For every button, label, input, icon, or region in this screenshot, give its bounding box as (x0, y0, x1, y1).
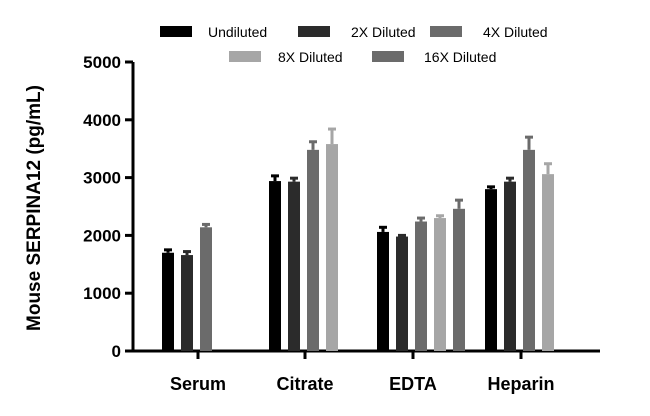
bar-citrate-4x-diluted (307, 149, 319, 351)
bar-citrate-8x-diluted (326, 144, 338, 351)
x-tick-label-heparin: Heparin (487, 374, 554, 394)
bar-heparin-2x-diluted (504, 181, 516, 351)
x-tick-label-citrate: Citrate (276, 374, 333, 394)
legend-item-4x-diluted: 4X Diluted (430, 24, 548, 40)
legend-swatch-undiluted (160, 26, 192, 37)
legend-label-4x-diluted: 4X Diluted (483, 24, 548, 40)
y-tick-label: 4000 (83, 111, 121, 130)
bar-group-edta (377, 198, 465, 351)
legend-item-8x-diluted: 8X Diluted (229, 49, 343, 65)
y-tick-label: 0 (112, 342, 121, 361)
bars (162, 127, 554, 351)
legend-item-undiluted: Undiluted (160, 24, 267, 40)
legend-label-16x-diluted: 16X Diluted (424, 49, 496, 65)
legend-swatch-8x-diluted (229, 51, 261, 62)
bar-group-serum (162, 222, 212, 351)
bar-citrate-undiluted (269, 181, 281, 351)
legend-swatch-4x-diluted (430, 26, 462, 37)
bar-edta-undiluted (377, 231, 389, 351)
x-tick-label-serum: Serum (170, 374, 226, 394)
x-axis: Serum Citrate EDTA Heparin (133, 349, 600, 394)
legend-label-8x-diluted: 8X Diluted (278, 49, 343, 65)
legend-swatch-2x-diluted (298, 26, 330, 37)
legend-label-2x-diluted: 2X Diluted (351, 24, 416, 40)
bar-serum-2x-diluted (181, 255, 193, 351)
bar-edta-16x-diluted (453, 208, 465, 351)
bar-edta-8x-diluted (434, 218, 446, 351)
legend-item-16x-diluted: 16X Diluted (372, 49, 496, 65)
bar-group-citrate (269, 127, 338, 351)
y-tick-label: 3000 (83, 169, 121, 188)
legend: Undiluted 2X Diluted 4X Diluted 8X Dilut… (160, 24, 548, 65)
bar-heparin-8x-diluted (542, 174, 554, 351)
legend-label-undiluted: Undiluted (208, 24, 267, 40)
bar-heparin-4x-diluted (523, 149, 535, 351)
bar-group-heparin (485, 135, 554, 351)
y-tick-label: 5000 (83, 53, 121, 72)
bar-edta-4x-diluted (415, 221, 427, 351)
bar-heparin-undiluted (485, 189, 497, 351)
bar-serum-undiluted (162, 252, 174, 351)
y-tick-label: 2000 (83, 226, 121, 245)
x-tick-label-edta: EDTA (389, 374, 437, 394)
bar-citrate-2x-diluted (288, 181, 300, 351)
bar-serum-4x-diluted (200, 227, 212, 351)
y-axis-label: Mouse SERPINA12 (pg/mL) (24, 85, 45, 331)
bar-edta-2x-diluted (396, 236, 408, 351)
legend-swatch-16x-diluted (372, 51, 404, 62)
legend-item-2x-diluted: 2X Diluted (298, 24, 416, 40)
y-axis: 0 1000 2000 3000 4000 5000 (83, 53, 135, 361)
y-tick-label: 1000 (83, 284, 121, 303)
